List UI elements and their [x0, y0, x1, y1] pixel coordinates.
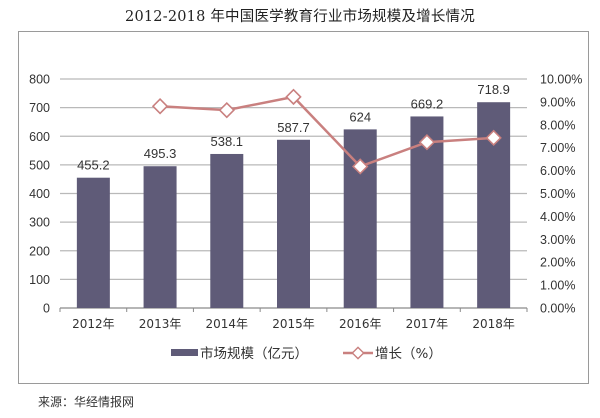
y-right-tick-label: 0.00%: [540, 302, 575, 316]
bar-value-label: 624: [349, 109, 371, 124]
y-right-tick-label: 8.00%: [540, 118, 575, 132]
x-tick-label: 2017年: [406, 317, 449, 331]
legend-bar-label: 市场规模（亿元）: [200, 345, 308, 362]
bar-market-size: [277, 139, 310, 308]
y-left-tick-label: 600: [29, 130, 50, 144]
y-right-tick-label: 7.00%: [540, 141, 575, 155]
growth-marker: [352, 158, 369, 175]
growth-marker: [218, 101, 235, 119]
x-tick-label: 2014年: [206, 317, 249, 331]
x-tick-label: 2016年: [339, 317, 382, 331]
source-note: 来源：华经情报网: [38, 395, 135, 409]
bar-value-label: 718.9: [477, 82, 510, 97]
x-tick-label: 2013年: [139, 317, 182, 331]
growth-line: [159, 95, 494, 168]
y-left-tick-label: 300: [29, 216, 50, 230]
bar-market-size: [143, 166, 177, 308]
bar-market-size: [210, 153, 244, 308]
y-left-tick-label: 200: [29, 244, 50, 258]
bar-value-label: 669.2: [411, 96, 444, 111]
bar-value-label: 455.2: [77, 158, 110, 173]
x-tick-label: 2012年: [72, 317, 115, 331]
growth-marker: [418, 134, 436, 151]
y-right-tick-label: 1.00%: [540, 279, 575, 293]
legend-line-label: 增长（%）: [375, 346, 442, 362]
y-right-tick-label: 5.00%: [540, 187, 575, 201]
chart-title: 2012-2018 年中国医学教育行业市场规模及增长情况: [125, 9, 475, 25]
bar-value-label: 495.3: [144, 146, 177, 161]
y-right-tick-label: 9.00%: [540, 95, 575, 109]
growth-marker: [151, 98, 169, 115]
growth-marker: [285, 88, 302, 106]
y-right-tick-label: 6.00%: [540, 164, 575, 178]
y-left-tick-label: 0: [43, 302, 50, 316]
y-right-tick-label: 10.00%: [540, 73, 582, 87]
y-left-tick-label: 700: [29, 101, 50, 115]
y-right-tick-label: 4.00%: [540, 210, 575, 224]
legend-line-marker: [351, 346, 365, 360]
bar-value-label: 587.7: [277, 120, 310, 135]
x-tick-label: 2015年: [272, 317, 315, 331]
chart-frame: [18, 31, 589, 384]
bar-value-label: 538.1: [211, 134, 244, 149]
y-right-tick-label: 2.00%: [540, 256, 575, 270]
y-left-tick-label: 400: [29, 187, 50, 201]
x-tick-label: 2018年: [472, 317, 515, 331]
legend-bar-swatch: [171, 349, 198, 356]
growth-marker: [485, 129, 502, 147]
y-left-tick-label: 100: [29, 273, 50, 287]
bar-market-size: [76, 177, 110, 308]
y-left-tick-label: 500: [29, 158, 50, 172]
y-right-tick-label: 3.00%: [540, 233, 575, 247]
y-left-tick-label: 800: [29, 73, 50, 87]
